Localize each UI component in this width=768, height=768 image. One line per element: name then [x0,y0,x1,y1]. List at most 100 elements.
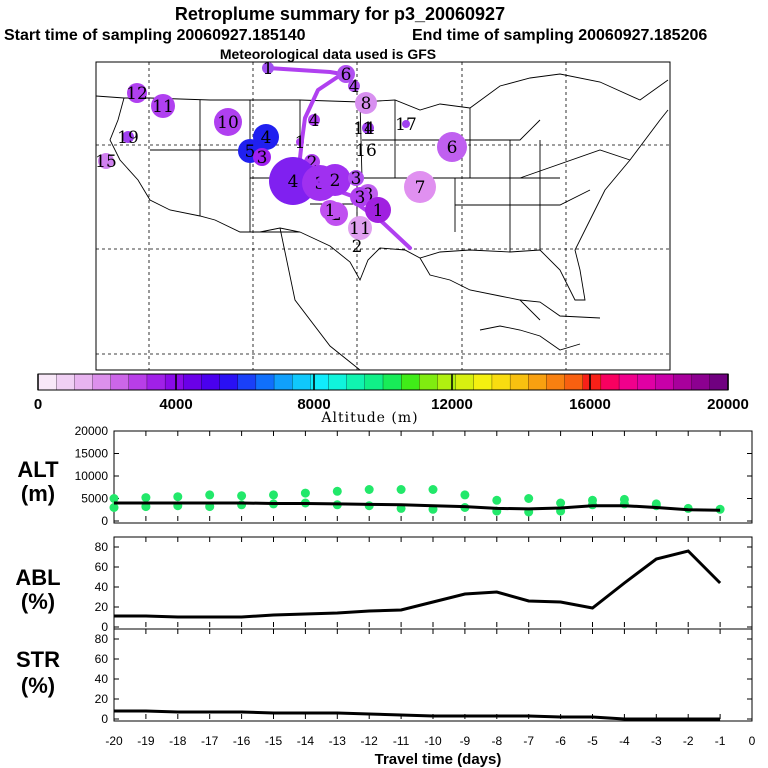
alt-unit-label: (m) [21,481,55,506]
alt-scatter-point [428,485,438,494]
map-marker-label: 4 [288,172,299,192]
map-marker-label: 6 [447,138,458,158]
colorbar-tick-label: 4000 [159,396,192,413]
alt-ytick-label: 15000 [75,447,109,461]
colorbar-cell [146,373,166,391]
map-marker-label: 11 [152,97,174,117]
alt-scatter-point [205,490,215,500]
colorbar-cell [455,373,475,391]
x-tick-label: -17 [201,734,219,748]
map-marker-dot [320,200,340,220]
x-tick-label: -15 [265,734,283,748]
map-marker-label: 11 [349,219,371,239]
colorbar-cell [310,373,330,391]
colorbar-ticks: 0 4000 8000 12000 16000 20000 [34,374,749,413]
map-marker-dot [98,153,114,169]
x-tick-label: -1 [715,734,726,748]
colorbar-cell [110,373,130,391]
map-marker-dot [296,138,304,146]
colorbar-cell [164,373,184,391]
map-panel: 1648121110453414114161719156243237331211… [95,59,671,371]
colorbar-cell [582,373,602,391]
colorbar-cell [673,373,693,391]
str-yticks: 80 60 40 20 0 [95,632,752,726]
abl-ytick-label: 0 [101,620,108,634]
str-ytick-label: 40 [95,672,109,686]
alt-scatter-point [492,495,502,505]
alt-label: ALT [17,457,59,482]
colorbar-cell [401,373,420,391]
alt-scatter-point [524,494,534,503]
map-marker-label: 7 [415,178,426,198]
colorbar-cell [473,373,493,391]
x-tick-label: -7 [523,734,534,748]
alt-scatter-point [269,490,278,500]
map-marker-label: 3 [351,169,362,189]
x-tick-label: -13 [329,734,347,748]
colorbar-cell [564,373,584,391]
alt-scatter-point [460,490,470,500]
map-marker-label: 4 [349,77,360,97]
colorbar-cell [346,373,366,391]
abl-yticks: 80 60 40 20 0 [95,540,752,634]
abl-ytick-label: 20 [95,600,109,614]
str-label: STR [16,647,60,672]
map-marker-dot [402,120,410,128]
alt-series-line [114,501,721,512]
colorbar-cell [437,373,457,391]
map-marker-label: 17 [395,115,417,135]
abl-panel-frame [113,536,753,630]
str-panel-frame [113,628,753,722]
colorbar-cell [419,373,439,391]
x-axis-ticks: -20 -19 -18 -17 -16 -15 -14 -13 -12 -11 -10 -9 -8 -7-… [105,734,755,748]
x-tick-label: 0 [749,734,756,748]
x-tick-label: -18 [169,734,187,748]
chart-title: Retroplume summary for p3_20060927 [175,4,505,24]
abl-ytick-label: 60 [95,560,109,574]
map-marker-label: 2 [330,171,341,191]
x-tick-label: -4 [619,734,630,748]
map-marker-dot [122,131,134,143]
colorbar-tick-label: 20000 [707,396,749,413]
colorbar-cells [37,373,729,391]
map-marker-dot [348,80,360,92]
x-tick-label: -16 [233,734,251,748]
map-marker-label: 1 [373,201,384,221]
alt-scatter-point [109,503,119,512]
map-marker-dot [350,187,370,207]
str-ytick-label: 20 [95,692,109,706]
str-ytick-label: 80 [95,632,109,646]
colorbar-cell [56,373,75,391]
x-tick-label: -19 [137,734,155,748]
map-marker-label: 6 [341,65,352,85]
alt-ytick-label: 10000 [75,469,109,483]
x-tick-label: -14 [297,734,315,748]
str-unit-label: (%) [21,673,55,698]
x-tick-label: -10 [424,734,442,748]
str-series-line [114,709,721,721]
map-marker-dot [365,197,391,223]
colorbar-cell [37,373,57,391]
map-marker-dot [348,170,364,186]
map-marker-label: 10 [217,113,239,133]
map-marker-dot [308,114,320,126]
str-ytick-label: 60 [95,652,109,666]
colorbar-cell [292,373,312,391]
colorbar-cell [509,373,529,391]
map-marker-dot [437,132,467,162]
altitude-colorbar: 0 4000 8000 12000 16000 20000 Altitude (m) [34,373,749,426]
map-marker-dot [151,94,175,118]
map-marker-label: 2 [352,237,363,257]
alt-scatter-point [109,494,119,503]
alt-ytick-label: 20000 [75,424,109,438]
map-marker-dot [362,122,374,134]
x-tick-label: -3 [651,734,662,748]
abl-label: ABL [15,565,60,590]
alt-ytick-label: 0 [101,514,108,528]
alt-scatter-point [364,485,374,494]
map-marker-label: 4 [309,111,320,131]
map-marker-label: 1 [363,119,374,139]
colorbar-cell [219,373,239,391]
x-tick-label: -6 [555,734,566,748]
